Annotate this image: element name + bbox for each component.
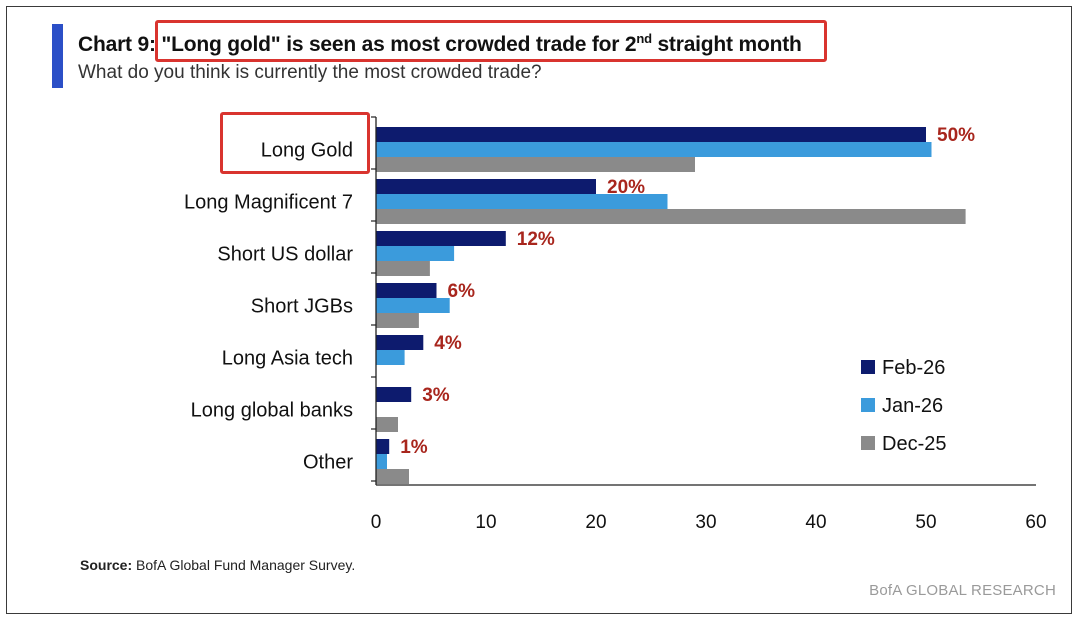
x-tick-label-10: 10: [475, 512, 496, 533]
source-label: Source:: [80, 557, 133, 573]
x-tick-label-0: 0: [371, 512, 382, 533]
bar-long-asia-tech-jan-26: [376, 350, 405, 365]
data-label-short-jgbs: 6%: [448, 281, 476, 302]
legend-swatch-dec-25: [861, 436, 875, 450]
data-label-other: 1%: [400, 437, 428, 458]
bar-long-magnificent-7-dec-25: [376, 209, 966, 224]
x-tick-label-50: 50: [915, 512, 936, 533]
category-label-long-magnificent-7: Long Magnificent 7: [184, 192, 353, 214]
bar-long-global-banks-dec-25: [376, 417, 398, 432]
bar-other-jan-26: [376, 454, 387, 469]
bar-long-magnificent-7-feb-26: [376, 179, 596, 194]
legend-swatch-jan-26: [861, 398, 875, 412]
x-tick-label-40: 40: [805, 512, 826, 533]
legend-label-dec-25: Dec-25: [882, 433, 946, 455]
bar-other-dec-25: [376, 469, 409, 484]
category-label-long-global-banks: Long global banks: [191, 400, 353, 422]
bar-short-us-dollar-jan-26: [376, 246, 455, 261]
bar-long-magnificent-7-jan-26: [376, 194, 668, 209]
bar-short-jgbs-jan-26: [376, 298, 450, 313]
category-label-long-gold: Long Gold: [261, 140, 353, 162]
data-label-short-us-dollar: 12%: [517, 229, 555, 250]
bar-long-gold-jan-26: [376, 142, 932, 157]
bar-short-jgbs-feb-26: [376, 283, 437, 298]
bar-long-gold-dec-25: [376, 157, 695, 172]
x-tick-label-30: 30: [695, 512, 716, 533]
chart-subtitle: What do you think is currently the most …: [78, 62, 542, 83]
title-accent-bar: [52, 24, 63, 88]
data-label-long-asia-tech: 4%: [434, 333, 462, 354]
data-label-long-magnificent-7: 20%: [607, 177, 645, 198]
category-label-short-us-dollar: Short US dollar: [217, 244, 353, 266]
chart-title: Chart 9: "Long gold" is seen as most cro…: [78, 31, 802, 56]
bar-short-us-dollar-dec-25: [376, 261, 430, 276]
brand-watermark: BofA GLOBAL RESEARCH: [869, 582, 1056, 599]
title-superscript: nd: [636, 31, 652, 46]
data-label-long-gold: 50%: [937, 125, 975, 146]
category-label-other: Other: [303, 452, 353, 474]
title-main-text: "Long gold" is seen as most crowded trad…: [161, 33, 637, 56]
bar-long-asia-tech-feb-26: [376, 335, 424, 350]
bar-long-gold-feb-26: [376, 127, 926, 142]
title-highlight-box: [155, 20, 827, 62]
chart-frame: [6, 6, 1072, 614]
title-end-text: straight month: [651, 33, 802, 56]
category-label-long-asia-tech: Long Asia tech: [222, 348, 353, 370]
legend-swatch-feb-26: [861, 360, 875, 374]
bar-short-us-dollar-feb-26: [376, 231, 506, 246]
source-text: BofA Global Fund Manager Survey.: [132, 557, 356, 573]
x-tick-label-20: 20: [585, 512, 606, 533]
x-tick-label-60: 60: [1025, 512, 1046, 533]
legend-label-jan-26: Jan-26: [882, 395, 943, 417]
source-note: Source: BofA Global Fund Manager Survey.: [80, 557, 355, 573]
chart-number: Chart 9: [78, 33, 149, 56]
category-label-short-jgbs: Short JGBs: [251, 296, 353, 318]
long-gold-highlight-box: [220, 112, 370, 174]
data-label-long-global-banks: 3%: [422, 385, 450, 406]
bar-long-global-banks-feb-26: [376, 387, 412, 402]
bar-other-feb-26: [376, 439, 390, 454]
bar-short-jgbs-dec-25: [376, 313, 419, 328]
legend-label-feb-26: Feb-26: [882, 357, 945, 379]
